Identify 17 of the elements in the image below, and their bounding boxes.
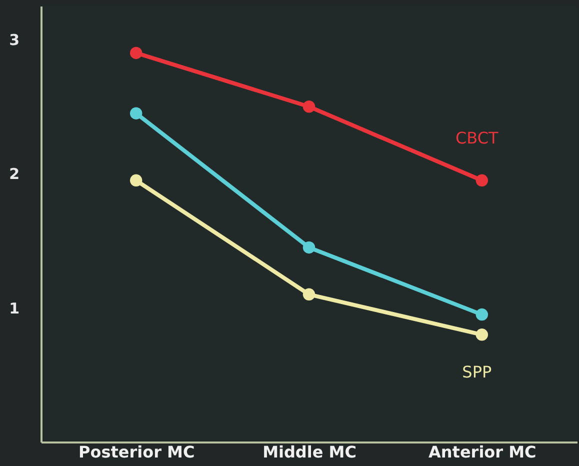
series-label: CBCT bbox=[455, 128, 499, 148]
x-tick-label: Posterior MC bbox=[78, 442, 195, 462]
point bbox=[476, 328, 488, 341]
y-tick-label: 3 bbox=[9, 31, 20, 50]
point bbox=[130, 46, 142, 60]
point bbox=[130, 174, 142, 187]
point bbox=[302, 241, 316, 254]
point bbox=[130, 107, 142, 120]
series-label: SPP bbox=[462, 362, 492, 382]
x-tick-label: Anterior MC bbox=[428, 442, 536, 462]
y-tick-label: 1 bbox=[9, 299, 20, 318]
point bbox=[302, 288, 316, 301]
x-tick-label: Middle MC bbox=[262, 442, 356, 462]
point bbox=[476, 174, 488, 187]
point bbox=[302, 100, 316, 113]
point bbox=[476, 308, 488, 321]
y-tick-label: 2 bbox=[9, 165, 20, 184]
